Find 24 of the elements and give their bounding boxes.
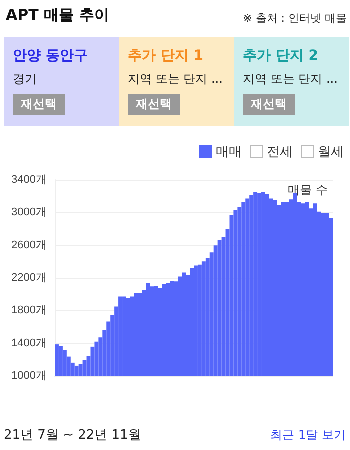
y-axis-title: 매물 수: [288, 183, 328, 197]
y-tick-label: 3400개: [12, 174, 47, 186]
y-tick-label: 3000개: [12, 206, 47, 219]
text: ※ 출처 : 인터넷 매물: [243, 11, 347, 26]
text: 안양 동안구: [13, 47, 88, 65]
chart-title: APT 매물 추이: [6, 6, 110, 25]
y-tick-label: 1800개: [12, 304, 47, 317]
y-tick-label: 1000개: [12, 370, 47, 382]
text: 월세: [317, 144, 344, 161]
text: 지역 또는 단지 ...: [243, 71, 338, 88]
reselect-button[interactable]: 재선택: [13, 94, 65, 115]
reselect-button[interactable]: 재선택: [128, 94, 180, 115]
reselect-button[interactable]: 재선택: [243, 94, 295, 115]
text: 21년 7월 ~ 22년 11월: [4, 427, 142, 444]
y-tick-label: 1400개: [12, 337, 47, 350]
text: 경기: [13, 71, 37, 88]
text: 전세: [266, 144, 293, 161]
text: 최근 1달 보기: [270, 427, 346, 444]
y-tick-label: 2200개: [12, 272, 47, 284]
y-tick-label: 2600개: [12, 239, 47, 252]
text: 지역 또는 단지 ...: [128, 71, 223, 88]
text: 추가 단지 2: [243, 47, 318, 65]
text: 추가 단지 1: [128, 47, 204, 65]
legend-label: 매매: [215, 144, 242, 161]
